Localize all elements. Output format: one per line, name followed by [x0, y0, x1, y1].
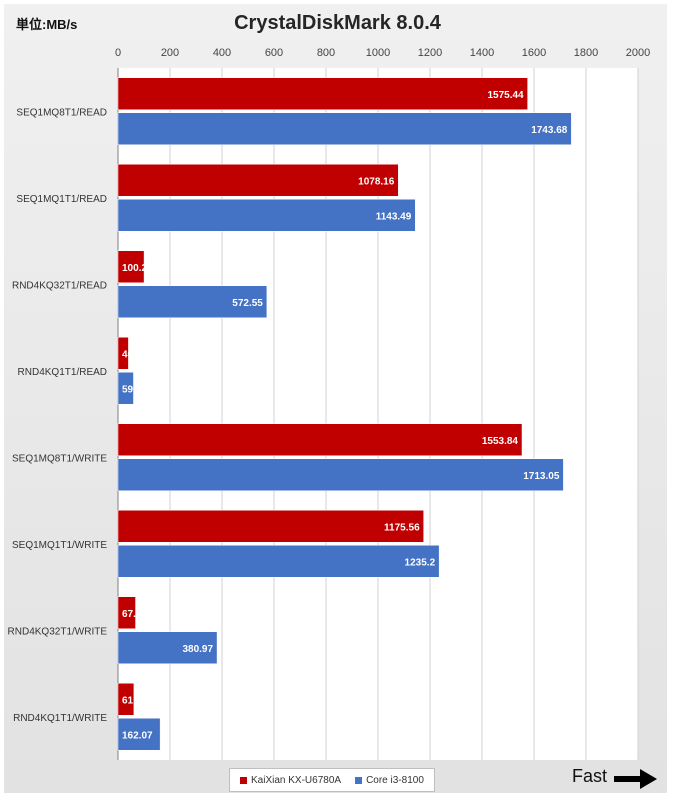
category-label-6: RND4KQ32T1/WRITE — [8, 626, 108, 637]
category-label-5: SEQ1MQ1T1/WRITE — [12, 540, 107, 551]
bar-series-1-0 — [117, 112, 572, 145]
x-tick-label-8: 1600 — [522, 47, 546, 59]
data-label-series-1-3: 59.57 — [122, 384, 147, 395]
bar-series-1-2 — [117, 285, 268, 318]
data-label-series-1-0: 1743.68 — [531, 125, 568, 136]
legend-swatch-series-0 — [240, 776, 247, 784]
x-tick-label-4: 800 — [317, 47, 335, 59]
bar-series-0-6 — [117, 596, 136, 629]
legend-swatch-series-1 — [355, 776, 363, 784]
legend-item-series-1: Core i3-8100 — [355, 775, 424, 786]
bar-series-0-7 — [117, 683, 135, 716]
fast-label: Fast — [572, 766, 608, 786]
x-tick-label-5: 1000 — [366, 47, 390, 59]
x-tick-label-7: 1400 — [470, 47, 494, 59]
legend-label-series-1: Core i3-8100 — [366, 774, 424, 786]
x-tick-label-6: 1200 — [418, 47, 442, 59]
right-arrow-icon — [614, 769, 657, 789]
category-label-1: SEQ1MQ1T1/READ — [16, 194, 107, 205]
x-tick-label-10: 2000 — [626, 47, 650, 59]
x-tick-label-0: 0 — [115, 47, 121, 59]
bar-series-0-4 — [117, 423, 523, 456]
data-label-series-0-6: 67.47 — [122, 609, 147, 620]
unit-label: 単位:MB/s — [16, 17, 78, 32]
category-label-0: SEQ1MQ8T1/READ — [16, 107, 107, 118]
legend: KaiXian KX-U6780A Core i3-8100 — [229, 768, 435, 792]
data-label-series-1-4: 1713.05 — [523, 471, 560, 482]
data-label-series-0-3: 40.09 — [122, 349, 147, 360]
legend-item-series-0: KaiXian KX-U6780A — [240, 775, 341, 786]
bar-series-0-0 — [117, 77, 528, 110]
bar-series-1-5 — [117, 545, 440, 578]
bar-series-1-3 — [117, 372, 134, 405]
bar-series-0-5 — [117, 510, 424, 543]
data-label-series-1-7: 162.07 — [122, 730, 153, 741]
bar-series-1-7 — [117, 718, 161, 751]
category-label-7: RND4KQ1T1/WRITE — [13, 713, 107, 724]
category-label-3: RND4KQ1T1/READ — [18, 367, 107, 378]
data-label-series-0-5: 1175.56 — [384, 522, 420, 533]
x-tick-label-2: 400 — [213, 47, 231, 59]
bar-series-1-6 — [117, 631, 218, 664]
bar-series-0-3 — [117, 337, 129, 370]
legend-label-series-0: KaiXian KX-U6780A — [251, 774, 342, 786]
data-label-series-1-1: 1143.49 — [376, 211, 412, 222]
x-tick-label-3: 600 — [265, 47, 283, 59]
data-label-series-0-2: 100.27 — [122, 263, 153, 274]
x-tick-label-9: 1800 — [574, 47, 598, 59]
bar-series-1-1 — [117, 199, 416, 232]
data-label-series-0-4: 1553.84 — [482, 436, 519, 447]
chart-title: CrystalDiskMark 8.0.4 — [234, 12, 441, 34]
category-label-2: RND4KQ32T1/READ — [12, 280, 107, 291]
bar-series-0-1 — [117, 164, 399, 197]
data-label-series-0-7: 61.09 — [122, 695, 147, 706]
data-label-series-1-2: 572.55 — [232, 298, 263, 309]
category-label-4: SEQ1MQ8T1/WRITE — [12, 453, 107, 464]
bar-series-1-4 — [117, 458, 564, 491]
data-label-series-1-6: 380.97 — [182, 644, 213, 655]
data-label-series-0-1: 1078.16 — [358, 176, 395, 187]
data-label-series-0-0: 1575.44 — [487, 90, 524, 101]
x-tick-label-1: 200 — [161, 47, 179, 59]
data-label-series-1-5: 1235.2 — [405, 557, 436, 568]
bar-series-0-2 — [117, 250, 145, 283]
